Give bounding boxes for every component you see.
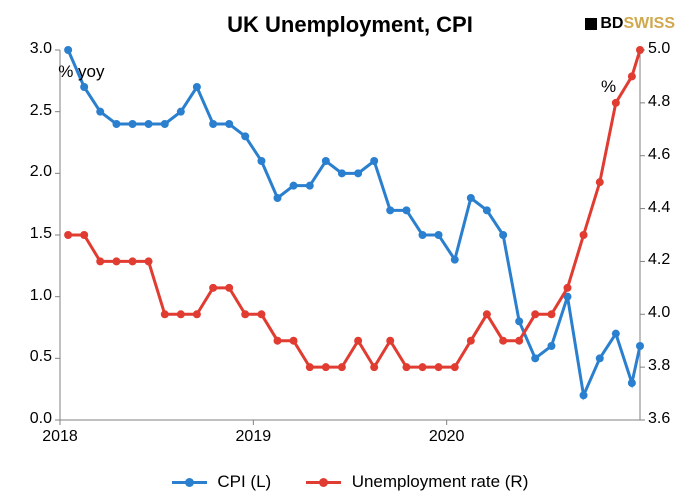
- legend: CPI (L) Unemployment rate (R): [0, 472, 700, 492]
- legend-marker-unemp: [306, 481, 341, 484]
- legend-label-cpi: CPI (L): [217, 472, 271, 491]
- legend-label-unemp: Unemployment rate (R): [352, 472, 529, 491]
- legend-item-unemp: Unemployment rate (R): [306, 472, 528, 492]
- chart-container: UK Unemployment, CPI BDSWISS 0.00.51.01.…: [0, 0, 700, 500]
- legend-item-cpi: CPI (L): [172, 472, 272, 492]
- legend-marker-cpi: [172, 481, 207, 484]
